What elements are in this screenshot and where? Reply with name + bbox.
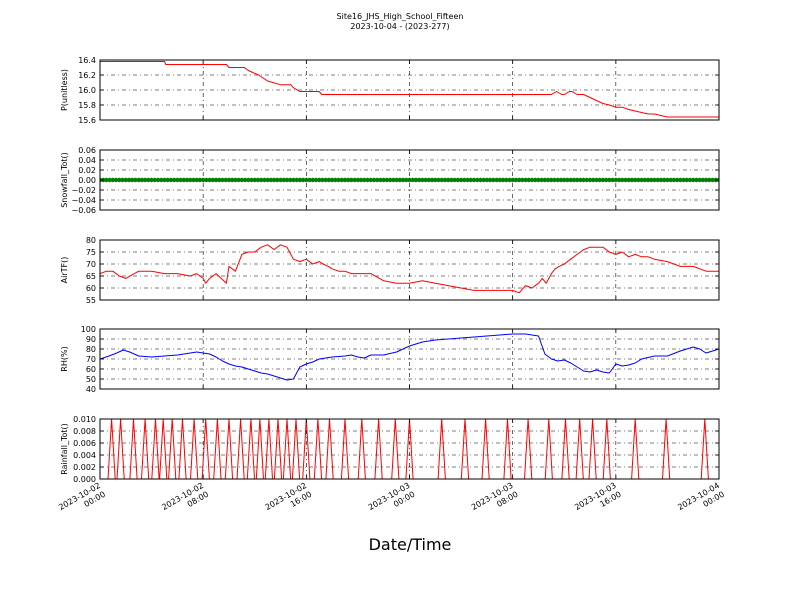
y-tick-label: 0.006	[73, 439, 96, 448]
x-tick-label: 2023-10-0400:00	[676, 481, 726, 521]
y-tick-label: 60	[86, 284, 96, 293]
y-axis-label: Rainfall_Tot()	[60, 423, 69, 475]
x-tick-label: 2023-10-0316:00	[573, 481, 623, 521]
y-tick-label: −0.06	[71, 206, 96, 215]
y-tick-label: 50	[86, 375, 96, 384]
y-tick-label: 0.002	[73, 463, 96, 472]
y-tick-label: 75	[86, 248, 96, 257]
series-group	[100, 244, 719, 294]
chart-panels: 15.615.816.016.216.4P(unitless)−0.06−0.0…	[60, 56, 720, 484]
x-axis-label: Date/Time	[369, 535, 452, 554]
y-tick-label: 100	[81, 325, 96, 334]
series-group	[100, 177, 719, 183]
series-group	[100, 419, 719, 479]
series-line	[100, 333, 719, 381]
y-axis-label: P(unitless)	[60, 69, 69, 111]
y-tick-label: 70	[86, 355, 96, 364]
chart-panel-2: −0.06−0.04−0.020.000.020.040.06 Snowfall_…	[60, 146, 720, 215]
series-line	[100, 244, 719, 294]
y-tick-label: 0.04	[78, 156, 96, 165]
y-tick-label: 15.6	[78, 116, 96, 125]
y-tick-label: 55	[86, 296, 96, 305]
y-tick-label: 80	[86, 236, 96, 245]
y-tick-label: 60	[86, 365, 96, 374]
chart-panel-3: 55 60 65 70 75 80 AirTF()	[60, 236, 720, 305]
y-axis-label: RH(%)	[60, 346, 69, 371]
y-tick-label: 65	[86, 272, 96, 281]
x-tick-label: 2023-10-0216:00	[264, 481, 314, 521]
chart-panel-5: 0.000 0.002 0.004 0.006 0.008 0.010 Rainfall_T…	[60, 415, 720, 484]
series-group	[100, 61, 719, 118]
y-tick-label: −0.02	[71, 186, 96, 195]
series-line	[100, 61, 719, 118]
y-tick-label: 0.004	[73, 451, 96, 460]
x-tick-label: 2023-10-0308:00	[470, 481, 520, 521]
chart-panel-1: 15.6 15.8 16.0 16.2 16.4 P(unitless)	[60, 56, 720, 125]
y-axis-label: AirTF()	[60, 257, 69, 284]
y-tick-label: 16.0	[78, 86, 96, 95]
chart-title-line2: 2023-10-04 - (2023-277)	[350, 22, 449, 31]
x-axis-tick-labels: 2023-10-0200:00 2023-10-0208:00 2023-10-02…	[57, 481, 726, 521]
y-tick-label: 16.2	[78, 71, 96, 80]
x-tick-label: 2023-10-0200:00	[57, 481, 107, 521]
y-tick-label: 80	[86, 345, 96, 354]
y-axis-label: Snowfall_Tot()	[60, 152, 69, 208]
series-line	[100, 419, 719, 479]
y-tick-label: 16.4	[78, 56, 96, 65]
chart-title-line1: Site16_JHS_High_School_Fifteen	[337, 12, 464, 21]
y-tick-label: 40	[86, 385, 96, 394]
x-tick-label: 2023-10-0208:00	[160, 481, 210, 521]
y-tick-label: 0.008	[73, 427, 96, 436]
y-tick-label: 0.00	[78, 176, 96, 185]
x-tick-label: 2023-10-0300:00	[367, 481, 417, 521]
y-tick-label: 0.06	[78, 146, 96, 155]
y-tick-label: 0.000	[73, 475, 96, 484]
y-tick-label: 90	[86, 335, 96, 344]
y-tick-label: 0.02	[78, 166, 96, 175]
y-tick-label: 15.8	[78, 101, 96, 110]
y-tick-label: 0.010	[73, 415, 96, 424]
y-tick-label: −0.04	[71, 196, 96, 205]
y-tick-label: 70	[86, 260, 96, 269]
series-group	[100, 333, 719, 381]
